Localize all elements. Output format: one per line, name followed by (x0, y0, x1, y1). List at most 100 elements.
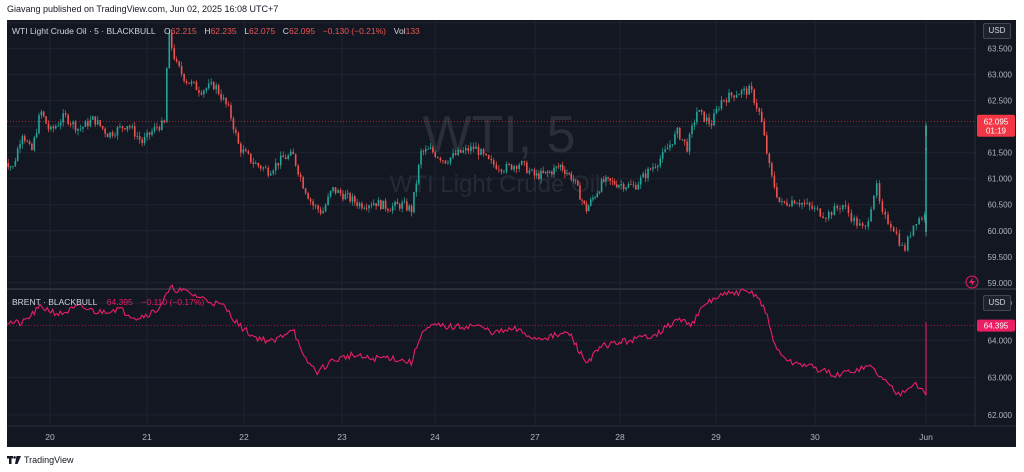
wti-candle (925, 157, 927, 173)
wti-candle (215, 82, 217, 94)
brent-legend: BRENT · BLACKBULL 64.395 −0.110 (−0.17%) (12, 297, 204, 307)
wti-candle (495, 161, 498, 170)
brent-symbol-name[interactable]: BRENT · BLACKBULL (12, 297, 98, 307)
wti-candle (596, 190, 599, 198)
wti-candle (480, 148, 482, 156)
wti-candle (698, 109, 701, 112)
wti-candle (548, 170, 551, 174)
wti-candle (611, 177, 614, 186)
chart-area[interactable]: WTI, 5 WTI Light Crude Oil 63.500 63.000 62.… (7, 20, 1016, 447)
wti-candle (492, 157, 495, 168)
wti-candle (334, 187, 337, 196)
wti-candle (31, 142, 33, 151)
wti-candle (659, 154, 662, 169)
wti-candle (126, 125, 129, 133)
wti-candle (898, 229, 901, 247)
wti-price-tick-label: 59.500 (988, 253, 1013, 262)
wti-candle (252, 157, 255, 168)
wti-candle (257, 162, 260, 169)
wti-candle (432, 145, 434, 155)
wti-candle (38, 112, 40, 135)
wti-candle (482, 147, 485, 157)
wti-candle (26, 139, 28, 143)
wti-candle (141, 137, 143, 147)
tradingview-logo[interactable]: TradingView (7, 455, 74, 465)
wti-symbol-name[interactable]: WTI Light Crude Oil · 5 · BLACKBULL (12, 26, 156, 36)
wti-candle (247, 149, 250, 155)
wti-candle (861, 221, 864, 229)
wti-candle (427, 146, 429, 150)
wti-candle (858, 219, 861, 227)
wti-candle (923, 211, 926, 223)
wti-candle (723, 99, 725, 103)
brent-price-tick-label: 64.000 (988, 336, 1013, 345)
wti-candle (42, 110, 45, 118)
chart-svg[interactable]: WTI, 5 WTI Light Crude Oil 63.500 63.000 62.… (7, 20, 1016, 447)
wti-candle (540, 167, 542, 184)
wti-candle (750, 81, 753, 94)
wti-candle (710, 119, 713, 129)
wti-candle (361, 201, 363, 211)
wti-candle (686, 138, 688, 153)
wti-candle (912, 225, 915, 237)
time-axis[interactable]: 20 21 22 23 24 27 28 29 30 Jun (45, 432, 933, 442)
wti-candle (503, 170, 505, 174)
wti-candle (487, 154, 490, 160)
wti-candle (748, 83, 750, 95)
brent-last-value: 64.395 (106, 297, 133, 307)
wti-price-axis[interactable]: 63.50063.00062.50062.00061.50061.00060.5… (988, 45, 1013, 288)
wti-candle (57, 122, 60, 127)
wti-candle (387, 207, 389, 213)
wti-legend: WTI Light Crude Oil · 5 · BLACKBULL O62.… (12, 26, 420, 36)
wti-candle (555, 165, 557, 172)
brent-currency-button[interactable]: USD (983, 295, 1011, 311)
wti-candle (585, 200, 588, 214)
wti-candle (639, 175, 642, 190)
wti-candle (146, 129, 148, 141)
wti-candle (312, 198, 314, 210)
wti-candle (420, 148, 422, 169)
wti-candle (925, 200, 927, 237)
wti-candle (755, 98, 758, 112)
wti-candle (52, 124, 55, 133)
wti-candle (210, 78, 213, 86)
wti-candle (356, 198, 358, 209)
wti-candle (203, 89, 205, 98)
wti-candle (439, 156, 442, 163)
wti-candle (422, 149, 425, 156)
wti-candle (592, 194, 594, 202)
wti-candle (544, 171, 547, 175)
wti-candle (642, 171, 644, 178)
wti-candle (259, 164, 262, 172)
wti-candle (269, 170, 272, 176)
wti-candle (242, 145, 245, 155)
wti-candle (758, 107, 761, 116)
wti-candle (693, 119, 696, 131)
wti-candle (666, 143, 669, 150)
wti-candle (738, 93, 740, 96)
wti-candle (309, 197, 312, 206)
wti-candle (267, 165, 270, 178)
wti-price-tick-label: 60.500 (988, 201, 1013, 210)
wti-candle (449, 157, 452, 166)
wti-candle (579, 181, 581, 200)
wti-price-tick-label: 60.000 (988, 227, 1013, 236)
wti-low-value: 62.075 (249, 26, 276, 36)
brent-price-tick-label: 63.000 (988, 374, 1013, 383)
wti-candle (289, 148, 292, 157)
time-tick-label: 28 (615, 432, 625, 442)
wti-candle (635, 182, 637, 191)
wti-low-label: L (244, 26, 250, 36)
wti-candle (54, 124, 57, 130)
wti-candle (406, 198, 408, 212)
wti-currency-button[interactable]: USD (983, 23, 1011, 39)
wti-candle (363, 205, 366, 210)
wti-candle (447, 159, 449, 165)
wti-candle (104, 127, 106, 138)
wti-candle (728, 88, 730, 103)
wti-candle (45, 115, 47, 124)
wti-candle (459, 149, 462, 154)
wti-candle (462, 147, 465, 154)
lightning-icon[interactable] (965, 275, 979, 289)
